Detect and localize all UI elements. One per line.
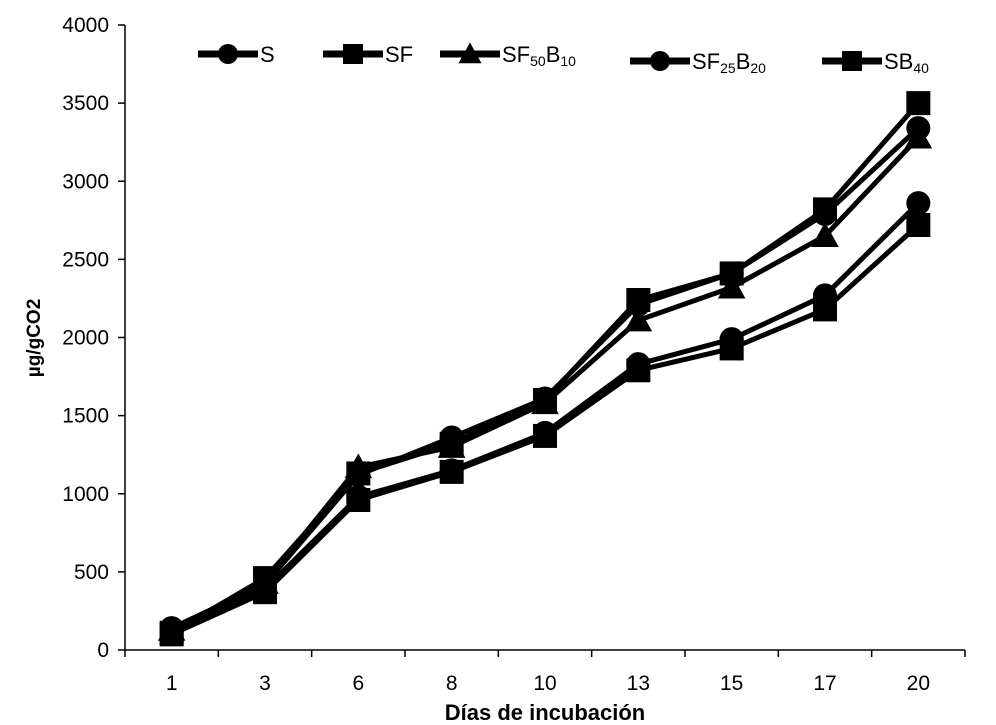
x-tick-label: 1 (166, 672, 178, 695)
legend-marker (343, 44, 363, 64)
y-tick-label: 2500 (62, 248, 109, 271)
x-axis-title: Días de incubación (445, 700, 646, 725)
data-point (717, 273, 746, 299)
legend-label: SF (385, 42, 413, 67)
data-point (344, 453, 373, 479)
x-tick-label: 17 (813, 672, 836, 695)
y-tick-label: 2000 (62, 327, 109, 350)
legend-label: SB40 (884, 49, 929, 76)
y-tick-label: 1000 (62, 483, 109, 506)
legend-marker (458, 42, 482, 64)
legend-item: SB40 (822, 49, 929, 76)
legend-label-subscript: 50 (530, 53, 546, 69)
data-point (906, 191, 931, 216)
series-SF25B20 (159, 191, 931, 644)
legend-label-subscript: 20 (750, 60, 766, 76)
legend-label: S (260, 42, 275, 67)
y-tick-label: 0 (97, 639, 109, 662)
legend-label-part: B (546, 42, 561, 67)
x-tick-label: 15 (720, 672, 743, 695)
axes (124, 25, 965, 651)
legend-item: SF50B10 (440, 42, 576, 69)
data-point (346, 488, 371, 512)
data-point (719, 336, 744, 361)
series-line (170, 126, 921, 631)
data-point (813, 297, 837, 322)
x-tick-label: 6 (352, 672, 364, 695)
data-point (439, 459, 464, 484)
y-tick-label: 500 (74, 561, 109, 584)
legend-item: SF (323, 42, 413, 67)
legend-label-subscript: 25 (720, 60, 736, 76)
legend-label: SF25B20 (692, 49, 766, 76)
y-tick-label: 4000 (62, 14, 109, 37)
x-tick-label: 13 (627, 672, 650, 695)
legend-label-subscript: 10 (560, 53, 576, 69)
data-point (531, 389, 559, 415)
data-point (811, 222, 839, 247)
data-point (813, 197, 837, 222)
legend-label-part: SF (502, 42, 530, 67)
series-line (170, 135, 921, 632)
legend-marker (218, 44, 238, 64)
data-point (624, 306, 653, 332)
data-point (253, 580, 277, 605)
series-line (170, 101, 921, 635)
legend-item: S (198, 42, 275, 67)
legend-label-part: B (736, 49, 751, 74)
legend-marker (842, 51, 862, 71)
legend-label-part: S (260, 42, 275, 67)
y-axis-title: µg/gCO2 (24, 299, 45, 378)
legend-label-part: SF (385, 42, 413, 67)
x-tick-label: 8 (446, 672, 458, 695)
data-point (626, 358, 651, 383)
series-SF (159, 91, 931, 645)
x-axis-ticks: 1 3 6 8 10 13 15 17 20 (124, 650, 966, 695)
legend-label: SF50B10 (502, 42, 576, 69)
x-tick-label: 10 (533, 672, 556, 695)
data-point (437, 433, 466, 458)
legend-label-part: SB (884, 49, 913, 74)
data-point (906, 91, 931, 116)
data-point (904, 123, 933, 149)
legend: S SF SF50B10 SF25B20 SB40 (198, 42, 929, 76)
x-tick-label: 3 (259, 672, 271, 695)
legend-marker (650, 51, 670, 71)
y-tick-label: 1500 (62, 405, 109, 428)
series-line (170, 201, 921, 634)
series-SB40 (159, 213, 931, 647)
series-S (159, 116, 931, 641)
data-point (906, 213, 931, 237)
data-point (533, 423, 557, 448)
y-tick-label: 3000 (62, 170, 109, 193)
y-tick-label: 3500 (62, 92, 109, 115)
x-tick-label: 20 (907, 672, 930, 695)
legend-item: SF25B20 (630, 49, 766, 76)
legend-label-subscript: 40 (913, 60, 929, 76)
series-group (157, 91, 933, 647)
legend-label-part: SF (692, 49, 720, 74)
data-point (159, 622, 184, 647)
y-axis-ticks: 0 500 1000 1500 2000 2500 3000 3500 4000 (62, 14, 125, 662)
